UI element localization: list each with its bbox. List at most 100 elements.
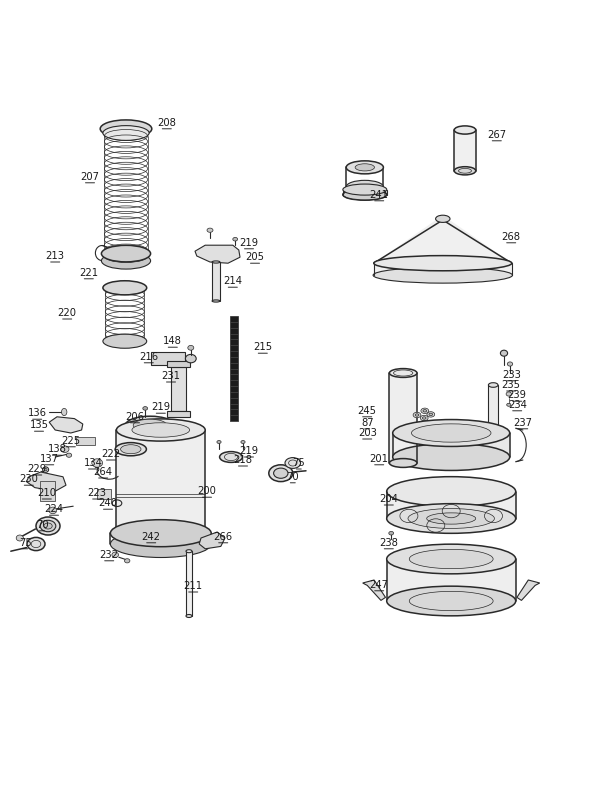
Polygon shape xyxy=(389,373,417,463)
Text: 225: 225 xyxy=(61,436,80,446)
Text: 264: 264 xyxy=(94,467,113,477)
Polygon shape xyxy=(212,262,220,301)
Ellipse shape xyxy=(274,468,288,478)
Ellipse shape xyxy=(40,520,56,532)
Ellipse shape xyxy=(44,468,47,470)
Ellipse shape xyxy=(115,443,146,455)
Bar xyxy=(230,316,238,421)
Polygon shape xyxy=(195,245,240,263)
Ellipse shape xyxy=(423,423,431,429)
Ellipse shape xyxy=(415,414,419,416)
Polygon shape xyxy=(392,433,510,457)
Ellipse shape xyxy=(92,459,103,467)
Text: 242: 242 xyxy=(142,532,161,542)
Ellipse shape xyxy=(506,392,511,396)
Text: 208: 208 xyxy=(157,117,176,128)
Polygon shape xyxy=(374,215,512,277)
Ellipse shape xyxy=(412,424,491,442)
Text: 233: 233 xyxy=(502,370,521,380)
Text: 137: 137 xyxy=(40,454,59,464)
Text: 220: 220 xyxy=(58,308,77,318)
Text: 219: 219 xyxy=(151,402,170,412)
Text: 223: 223 xyxy=(88,488,107,498)
Text: 222: 222 xyxy=(101,449,121,459)
Ellipse shape xyxy=(427,411,434,417)
Ellipse shape xyxy=(44,523,52,529)
Ellipse shape xyxy=(186,550,192,552)
Ellipse shape xyxy=(233,237,238,241)
Ellipse shape xyxy=(144,537,149,541)
Text: 239: 239 xyxy=(508,390,527,400)
Text: 229: 229 xyxy=(28,464,47,474)
Text: 268: 268 xyxy=(502,232,521,242)
Ellipse shape xyxy=(392,419,510,447)
Text: 135: 135 xyxy=(29,420,49,430)
Polygon shape xyxy=(167,411,190,417)
Text: 219: 219 xyxy=(239,238,259,247)
Text: 224: 224 xyxy=(44,504,64,515)
Text: 206: 206 xyxy=(125,412,145,422)
Polygon shape xyxy=(387,492,516,519)
Text: 204: 204 xyxy=(379,494,398,504)
Polygon shape xyxy=(167,361,190,367)
Text: 213: 213 xyxy=(46,251,65,261)
Ellipse shape xyxy=(49,507,56,514)
Ellipse shape xyxy=(387,545,516,574)
Ellipse shape xyxy=(116,419,205,441)
Text: 214: 214 xyxy=(223,277,242,286)
Ellipse shape xyxy=(346,180,383,193)
Text: 70: 70 xyxy=(286,472,299,481)
Ellipse shape xyxy=(420,415,428,421)
Ellipse shape xyxy=(387,477,516,507)
Polygon shape xyxy=(186,551,192,616)
Text: 205: 205 xyxy=(245,252,265,262)
Text: 148: 148 xyxy=(163,336,182,346)
Polygon shape xyxy=(387,559,516,601)
Ellipse shape xyxy=(100,120,152,138)
Ellipse shape xyxy=(427,513,476,524)
Text: 138: 138 xyxy=(47,444,67,454)
Ellipse shape xyxy=(36,517,60,535)
Ellipse shape xyxy=(373,267,512,283)
Ellipse shape xyxy=(387,586,516,616)
Ellipse shape xyxy=(343,184,387,195)
Ellipse shape xyxy=(188,345,194,350)
Ellipse shape xyxy=(436,215,450,222)
Polygon shape xyxy=(517,580,540,600)
Ellipse shape xyxy=(506,403,511,407)
Ellipse shape xyxy=(416,426,424,433)
Ellipse shape xyxy=(500,350,508,356)
Text: 237: 237 xyxy=(514,418,533,428)
Ellipse shape xyxy=(409,549,493,569)
Text: 247: 247 xyxy=(370,580,389,589)
Polygon shape xyxy=(116,430,205,533)
Ellipse shape xyxy=(133,419,167,431)
Ellipse shape xyxy=(429,413,433,415)
Ellipse shape xyxy=(101,245,151,262)
Text: 231: 231 xyxy=(161,371,181,381)
Ellipse shape xyxy=(343,189,387,200)
Ellipse shape xyxy=(220,452,242,463)
Polygon shape xyxy=(151,352,185,365)
Text: 241: 241 xyxy=(370,190,389,200)
Polygon shape xyxy=(199,532,225,548)
Text: 215: 215 xyxy=(253,342,272,352)
Ellipse shape xyxy=(488,383,498,388)
Ellipse shape xyxy=(346,161,383,174)
Text: 75: 75 xyxy=(19,537,32,548)
Text: 267: 267 xyxy=(487,130,506,139)
Ellipse shape xyxy=(207,228,213,232)
Ellipse shape xyxy=(408,508,494,529)
Ellipse shape xyxy=(103,334,146,348)
Ellipse shape xyxy=(212,300,220,302)
Ellipse shape xyxy=(110,520,211,547)
Ellipse shape xyxy=(112,552,119,557)
Ellipse shape xyxy=(132,423,190,437)
Ellipse shape xyxy=(423,410,427,412)
Ellipse shape xyxy=(66,453,72,457)
Text: 219: 219 xyxy=(239,446,259,456)
Ellipse shape xyxy=(27,537,45,551)
Ellipse shape xyxy=(488,428,498,433)
Ellipse shape xyxy=(387,504,516,533)
Ellipse shape xyxy=(454,126,476,134)
